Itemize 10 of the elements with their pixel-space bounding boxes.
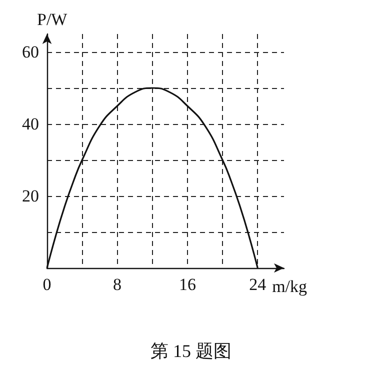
x-tick-label: 0 (42, 275, 52, 294)
y-tick-label: 20 (22, 186, 39, 206)
y-axis-title: P/W (37, 10, 68, 29)
x-tick-label: 16 (178, 275, 196, 294)
y-tick-label: 40 (22, 114, 39, 134)
x-tick-label: 8 (112, 275, 122, 294)
x-axis-title: m/kg (272, 277, 308, 296)
text: 第 15 题图 (150, 341, 232, 361)
x-tick-label: 24 (249, 275, 267, 294)
y-tick-label: 60 (22, 42, 39, 62)
